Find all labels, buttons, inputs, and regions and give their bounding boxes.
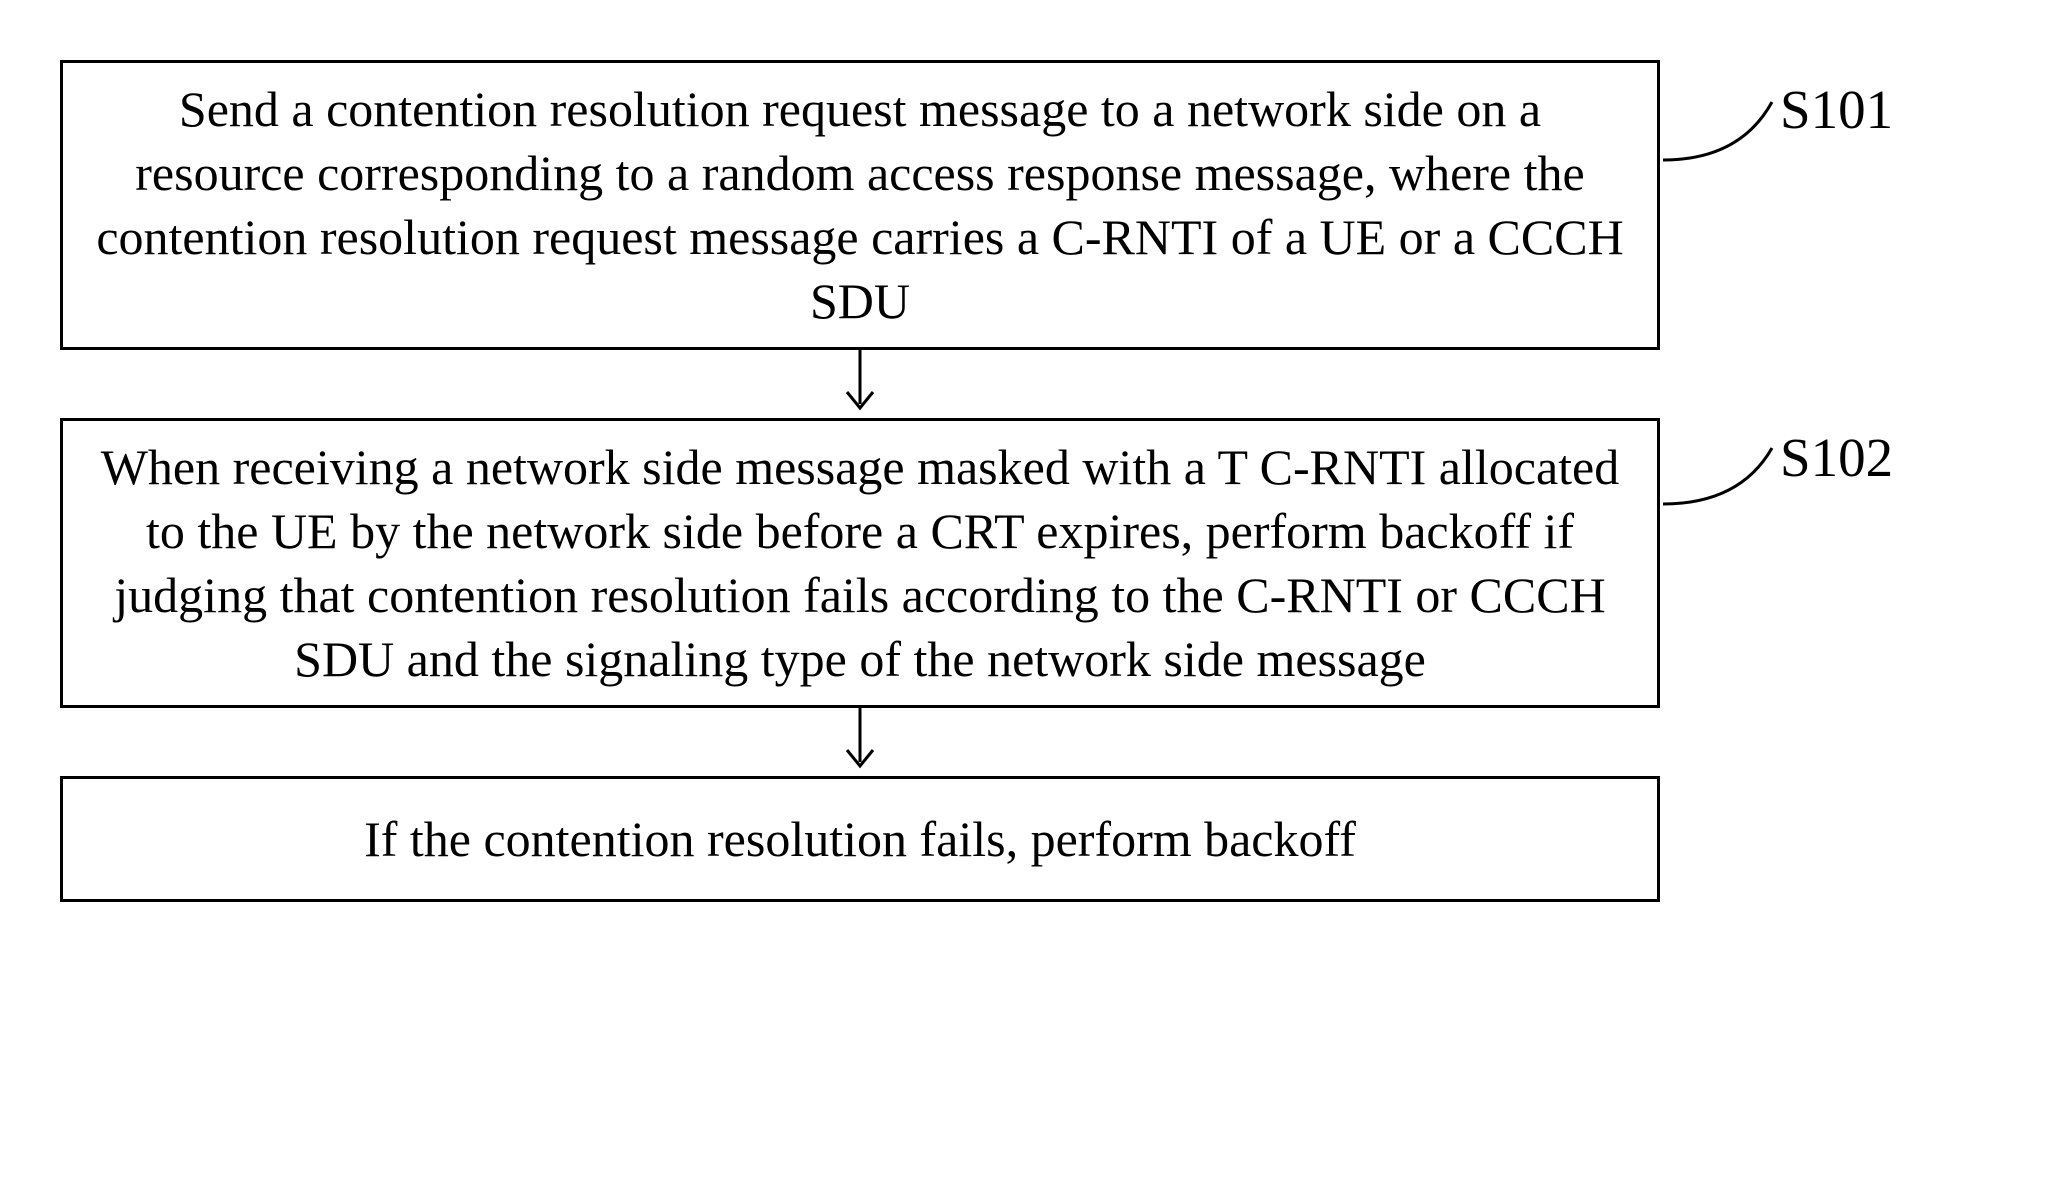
flowchart-step-text: Send a contention resolution request mes…	[96, 81, 1623, 329]
down-arrow-icon	[835, 708, 885, 776]
flowchart-step-text: If the contention resolution fails, perf…	[364, 811, 1356, 867]
down-arrow-icon	[835, 350, 885, 418]
flowchart-arrow-block	[60, 708, 1660, 776]
step-label: S101	[1780, 78, 1893, 141]
flowchart-step-box: If the contention resolution fails, perf…	[60, 776, 1660, 902]
flowchart-arrow-block	[60, 350, 1660, 418]
flowchart-step-box: Send a contention resolution request mes…	[60, 60, 1660, 350]
flowchart-step-wrapper: When receiving a network side message ma…	[60, 418, 1660, 708]
flowchart-step-text: When receiving a network side message ma…	[101, 439, 1620, 687]
flowchart-step-wrapper: Send a contention resolution request mes…	[60, 60, 1660, 350]
flowchart-container: Send a contention resolution request mes…	[60, 60, 2000, 902]
step-label: S102	[1780, 426, 1893, 489]
flowchart-step-wrapper: If the contention resolution fails, perf…	[60, 776, 1660, 902]
flowchart-step-box: When receiving a network side message ma…	[60, 418, 1660, 708]
